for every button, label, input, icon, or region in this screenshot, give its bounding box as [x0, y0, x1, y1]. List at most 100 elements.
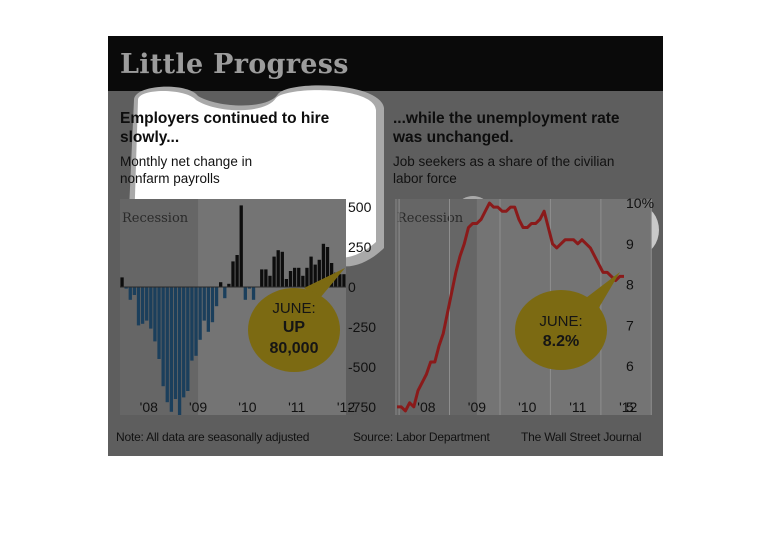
unemployment-callout-line1: JUNE:	[539, 313, 582, 330]
left-sub-line1: Monthly net change in	[120, 154, 253, 169]
payroll-y-tick-label: 0	[348, 279, 356, 295]
payroll-bar	[342, 274, 346, 287]
payroll-x-tick-label: '08	[140, 399, 158, 415]
payroll-bar	[145, 287, 149, 321]
payroll-bar	[198, 287, 202, 340]
payroll-bar	[136, 287, 141, 326]
payroll-bar	[182, 287, 186, 398]
payrolls-y-ticks: 500 250 0 -250 -500 -750	[348, 199, 376, 415]
main-title: Little Progress	[120, 49, 349, 80]
footer-credit: The Wall Street Journal	[521, 430, 642, 444]
payroll-bar	[177, 287, 182, 415]
right-sub-line1: Job seekers as a share of the civilian	[393, 154, 615, 169]
footer-source: Source: Labor Department	[353, 430, 490, 444]
unemployment-x-tick-label: '12	[619, 399, 637, 415]
payroll-bar	[132, 287, 137, 295]
payroll-y-tick-label: 250	[348, 239, 372, 255]
payroll-bar	[194, 287, 198, 356]
unemployment-x-tick-label: '10	[518, 399, 536, 415]
payroll-bar	[301, 275, 305, 287]
right-chart-subtitle: Job seekers as a share of the civilian l…	[393, 153, 614, 187]
unemployment-y-tick-label: 8	[626, 277, 634, 293]
payroll-bar	[309, 256, 313, 287]
unemployment-callout-bubble	[515, 290, 607, 370]
payroll-bar	[165, 287, 169, 403]
payroll-bar	[210, 287, 215, 323]
unemployment-y-ticks: 10% 9 8 7 6 5	[626, 195, 654, 415]
payroll-y-tick-label: -500	[348, 359, 376, 375]
left-heading-line2: slowly...	[120, 129, 180, 146]
payroll-bar	[251, 287, 256, 300]
payroll-bar	[202, 287, 206, 321]
payrolls-x-ticks: '08 '09 '10 '11 '12	[140, 399, 356, 415]
payroll-bar	[334, 272, 338, 287]
payroll-bar	[338, 274, 342, 287]
right-sub-line2: labor force	[393, 171, 457, 186]
payroll-bar	[153, 287, 157, 342]
unemployment-y-tick-label: 7	[626, 317, 634, 333]
payrolls-recession-label: Recession	[122, 211, 189, 226]
payroll-bar	[247, 287, 252, 289]
payroll-bar	[231, 261, 235, 287]
payroll-bar	[276, 250, 280, 287]
payroll-x-tick-label: '09	[189, 399, 207, 415]
right-heading-line1: ...while the unemployment rate	[393, 110, 620, 127]
payroll-bar	[190, 287, 194, 361]
payroll-bar	[186, 287, 190, 391]
payroll-bar	[288, 271, 293, 287]
payroll-x-tick-label: '10	[238, 399, 256, 415]
payroll-bar	[272, 256, 276, 287]
unemployment-line-chart: Recession 10% 9 8 7 6 5 '08 '09 '10 '11 '12 JUNE:…	[395, 195, 654, 415]
unemployment-y-tick-label: 10%	[626, 195, 654, 211]
payroll-bar	[219, 282, 223, 287]
payrolls-callout-pointer	[304, 268, 345, 298]
unemployment-rate-line	[397, 201, 624, 413]
payrolls-callout-line1: JUNE:	[272, 300, 315, 317]
payroll-bar	[157, 287, 161, 359]
payroll-bar	[227, 283, 231, 287]
payroll-bar	[297, 267, 301, 287]
payrolls-callout-bubble	[248, 288, 340, 372]
infographic: Little Progress Employers continued to h…	[108, 36, 663, 456]
payroll-bar	[305, 267, 309, 287]
right-chart-heading: ...while the unemployment rate was uncha…	[393, 109, 620, 147]
payroll-bar	[264, 269, 268, 287]
payroll-bar	[206, 287, 210, 332]
payroll-x-tick-label: '11	[288, 399, 305, 415]
right-heading-line2: was unchanged.	[393, 129, 514, 146]
payroll-bar	[223, 287, 227, 299]
payroll-bar	[173, 287, 178, 399]
title-bar: Little Progress	[108, 36, 663, 91]
left-sub-line2: nonfarm payrolls	[120, 171, 220, 186]
payroll-bar	[280, 251, 284, 287]
payroll-bar	[239, 205, 243, 287]
unemployment-x-tick-label: '11	[569, 399, 586, 415]
unemployment-recession-shade	[397, 199, 477, 415]
payroll-bar	[321, 243, 326, 287]
unemployment-x-ticks: '08 '09 '10 '11 '12	[417, 399, 637, 415]
payrolls-callout-line2: UP	[283, 319, 306, 336]
payroll-bar	[292, 267, 297, 287]
payroll-bar	[235, 255, 239, 287]
payroll-bar	[120, 277, 124, 287]
payroll-bar	[128, 287, 132, 300]
unemployment-callout: JUNE: 8.2%	[515, 272, 620, 370]
payroll-bar	[260, 269, 264, 287]
payroll-bar	[161, 287, 165, 387]
payroll-bar	[149, 287, 153, 329]
payroll-bar	[214, 287, 219, 307]
left-chart-heading: Employers continued to hire slowly...	[120, 109, 329, 147]
unemployment-callout-line2: 8.2%	[543, 333, 579, 350]
payroll-bar	[140, 287, 145, 324]
left-chart-subtitle: Monthly net change in nonfarm payrolls	[120, 153, 252, 187]
unemployment-x-tick-label: '08	[417, 399, 435, 415]
unemployment-y-tick-label: 9	[626, 236, 634, 252]
payroll-y-tick-label: 500	[348, 199, 372, 215]
payrolls-callout: JUNE: UP 80,000	[248, 268, 345, 372]
payroll-x-tick-label: '12	[337, 399, 355, 415]
unemployment-x-tick-label: '09	[468, 399, 486, 415]
payroll-y-tick-label: -250	[348, 319, 376, 335]
payroll-bar	[169, 287, 174, 412]
unemployment-recession-label: Recession	[397, 211, 464, 226]
